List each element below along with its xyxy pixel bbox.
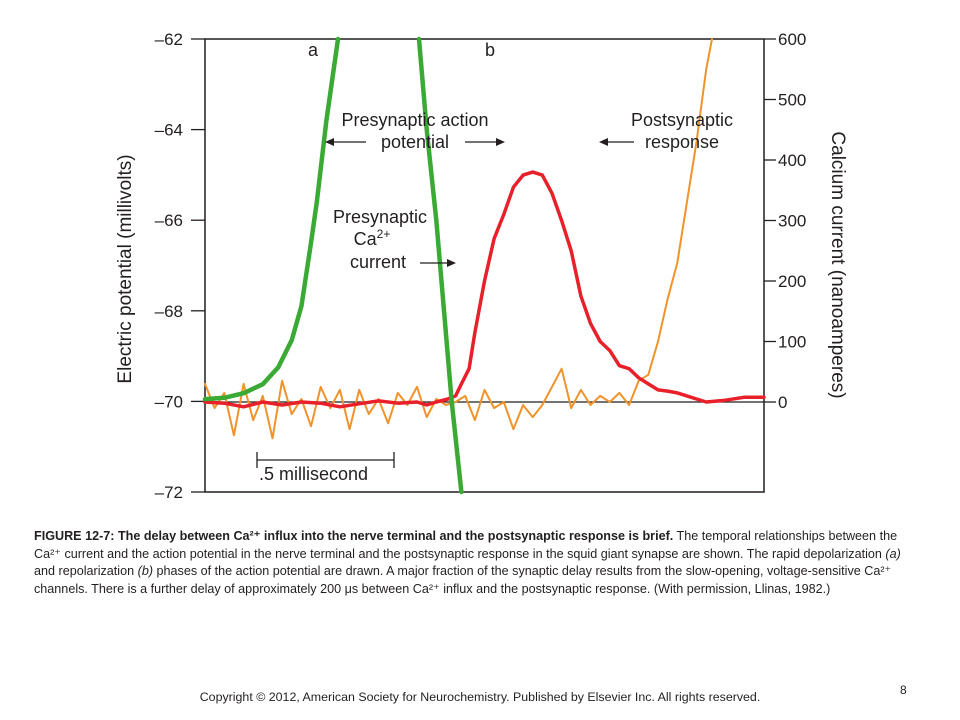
left-tick-label: –72 xyxy=(155,483,183,502)
chart: –62 –64 –66 –68 –70 –72 600 500 400 300 200 100 0 E… xyxy=(115,30,848,502)
figure-caption: FIGURE 12-7: The delay between Ca²⁺ infl… xyxy=(34,528,924,598)
right-tick-label: 100 xyxy=(778,333,806,352)
series-line-a xyxy=(202,36,341,402)
caption-text-2: and repolarization xyxy=(34,564,138,578)
series-line-ca-current xyxy=(203,170,766,409)
arrowhead-a xyxy=(325,138,334,146)
page-number: 8 xyxy=(900,683,907,697)
presyn-ap-label-line1: Presynaptic action xyxy=(341,110,488,130)
ca-label-sup: 2+ xyxy=(377,227,391,241)
left-axis-ticks: –62 –64 –66 –68 –70 –72 xyxy=(155,30,205,502)
plot-frame xyxy=(204,38,765,493)
arrowhead-b xyxy=(496,138,505,146)
right-tick-label: 500 xyxy=(778,91,806,110)
caption-text-1: The temporal relationships between the C… xyxy=(34,529,898,561)
postsyn-label-line1: Postsynaptic xyxy=(631,110,733,130)
scale-bar-label: .5 millisecond xyxy=(259,464,368,484)
copyright-footer: Copyright © 2012, American Society for N… xyxy=(199,690,761,704)
right-tick-label: 0 xyxy=(778,393,787,412)
left-tick-label: –62 xyxy=(155,30,183,49)
label-a: a xyxy=(308,40,319,60)
left-tick-label: –64 xyxy=(155,121,183,140)
y-right-axis-title: Calcium current (nanoamperes) xyxy=(827,131,848,398)
ca-label-line1: Presynaptic xyxy=(333,207,427,227)
arrowhead-ca xyxy=(447,259,456,267)
ca-label-line2: Ca2+ xyxy=(354,227,391,249)
right-tick-label: 400 xyxy=(778,151,806,170)
right-axis-ticks: 600 500 400 300 200 100 0 xyxy=(764,30,806,412)
presyn-ap-label-line2: potential xyxy=(381,132,449,152)
left-tick-label: –66 xyxy=(155,211,183,230)
caption-italic-b: (b) xyxy=(137,564,154,578)
caption-italic-a: (a) xyxy=(885,546,901,561)
caption-bold: FIGURE 12-7: The delay between Ca²⁺ infl… xyxy=(34,529,674,543)
caption-text-3: phases of the action potential are drawn… xyxy=(34,564,892,596)
right-tick-label: 300 xyxy=(778,212,806,231)
left-tick-label: –68 xyxy=(155,302,183,321)
series-layer xyxy=(202,36,766,495)
label-b: b xyxy=(485,40,495,60)
scale-bar: .5 millisecond xyxy=(256,452,395,484)
right-tick-label: 600 xyxy=(778,30,806,49)
ca-label-line3: current xyxy=(350,252,406,272)
right-tick-label: 200 xyxy=(778,272,806,291)
series-line-postsynaptic xyxy=(204,38,713,440)
ca-label-ca: Ca xyxy=(354,229,378,249)
arrowhead-postsyn xyxy=(599,138,608,146)
left-tick-label: –70 xyxy=(155,392,183,411)
y-left-axis-title: Electric potential (millivolts) xyxy=(115,154,136,383)
postsyn-label-line2: response xyxy=(645,132,719,152)
series-line-b xyxy=(416,36,464,495)
